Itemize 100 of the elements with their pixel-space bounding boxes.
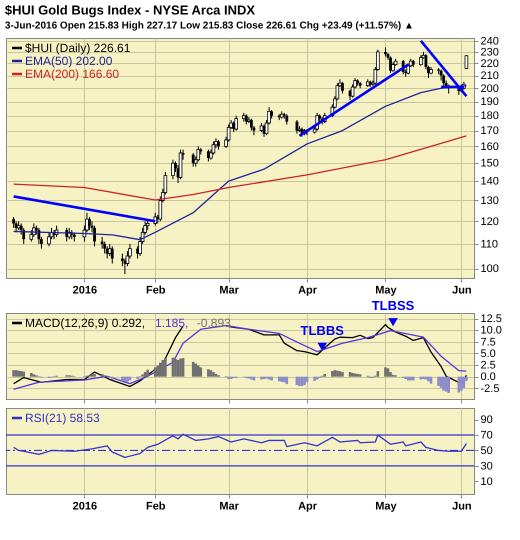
x-tick-label: Mar [219,500,240,512]
x-tick-label: May [375,500,398,512]
bar [207,369,210,377]
candlestick [93,225,96,247]
bar [260,376,263,380]
bar [227,376,230,380]
bar [196,366,200,377]
bar [182,358,184,377]
bar [156,366,160,377]
bar [164,358,167,377]
y-tick-label: 50 [480,444,493,457]
candlestick [250,118,253,132]
chart-subtitle: 3-Jun-2016 Open 215.83 High 227.17 Low 215.83 Close 226.61 Chg +23.49 (+11.57%) ▲ [4,20,414,32]
bar [389,372,392,377]
candlestick [419,54,423,66]
bar [110,376,114,380]
y-tick-label: 220 [480,58,499,70]
x-tick-label: 2016 [72,500,98,512]
y-tick-label: 2.5 [480,360,496,372]
bar [199,367,202,377]
y-tick-label: 170 [480,125,499,138]
annotation: TLBSS [372,298,415,314]
bar [286,376,288,384]
bar [268,376,270,380]
bar [348,372,352,377]
candlestick [440,68,443,82]
x-tick-label: May [375,284,398,296]
candlestick [14,220,18,233]
y-tick-label: 30 [480,460,493,472]
x-tick-label: Feb [146,500,166,512]
y-tick-label: 160 [480,140,499,153]
bar [282,376,286,382]
bar [460,376,463,391]
bar [422,376,425,380]
bar [146,370,149,377]
bar [412,376,415,380]
bar [447,376,450,393]
x-tick-label: Apr [298,284,318,296]
bar [128,376,132,380]
x-tick-label: Mar [219,284,240,296]
y-tick-label: 230 [480,46,499,58]
bar [136,376,139,380]
candlestick [262,124,266,138]
y-tick-label: 210 [480,70,499,82]
bar [214,374,218,377]
y-tick-label: 110 [480,238,498,250]
y-tick-label: 120 [480,216,499,228]
candlestick [389,56,392,74]
line-series [12,85,468,240]
bar [420,376,422,380]
legend-label: MACD(12,26,9) 0.292, [25,316,146,330]
y-tick-label: 12.5 [480,313,502,326]
legend-label: EMA(200) 166.60 [25,67,120,81]
bar [331,371,334,377]
bar [404,376,407,380]
candlestick [384,46,387,57]
bar [386,368,390,377]
y-tick-label: 150 [480,158,499,170]
bar [210,370,212,377]
y-tick-label: 5.0 [480,348,496,360]
y-tick-label: 70 [480,430,493,442]
bar [437,376,440,386]
annotation: TLBBS [300,322,344,338]
bar [252,376,256,380]
y-tick-label: 100 [480,263,499,276]
legend-label: $HUI (Daily) 226.61 [25,41,131,55]
bar [121,376,124,381]
candlestick [464,54,468,69]
y-tick-label: 200 [480,82,499,95]
candlestick [341,81,344,94]
bar [93,374,96,377]
bar [154,367,157,377]
bar [12,370,15,377]
candlestick [88,216,91,231]
x-tick-label: Jun [452,284,472,296]
bar [192,362,194,377]
bar [376,371,380,377]
bar [313,376,316,381]
x-tick-label: 2016 [72,284,98,296]
x-tick-label: Apr [298,500,318,512]
candlestick [296,120,298,134]
x-tick-label: Feb [146,284,166,296]
candlestick [106,246,109,260]
bar [144,372,146,377]
bar [262,376,266,380]
y-tick-label: -2.5 [480,382,500,395]
y-tick-label: 10 [480,476,493,488]
bar [444,376,448,392]
candlestick [12,216,15,228]
bar [296,376,298,386]
y-tick-label: 10.0 [480,324,502,337]
bar [250,376,253,380]
candlestick [244,114,248,126]
legend-label: EMA(50) 202.00 [25,54,113,68]
chart-title: $HUI Gold Bugs Index - NYSE Arca INDX [4,2,256,18]
bar [212,372,215,377]
bar [462,376,466,388]
bar [303,376,306,386]
bar [458,376,460,392]
bar [22,372,26,377]
